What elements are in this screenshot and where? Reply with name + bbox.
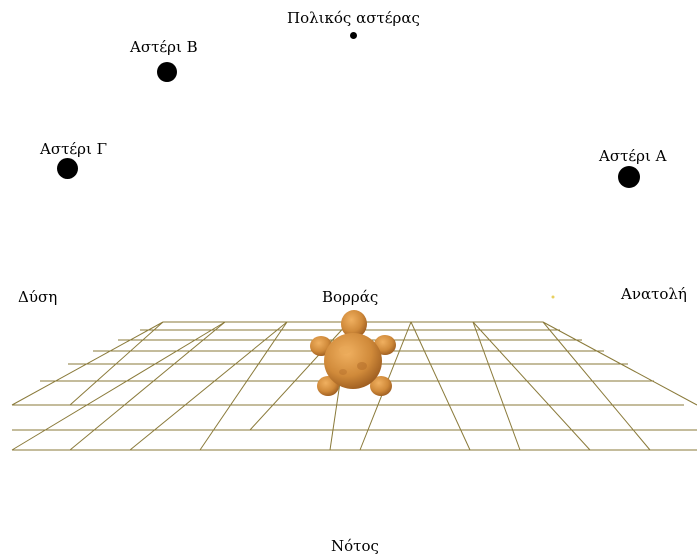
polaris-star-icon bbox=[350, 32, 357, 39]
spark-dot-icon bbox=[551, 295, 555, 299]
turtle-icon bbox=[310, 310, 396, 396]
label-star-b: Αστέρι Β bbox=[130, 38, 198, 56]
label-south: Νότος bbox=[331, 537, 379, 555]
star-a-icon bbox=[618, 166, 640, 188]
star-g-icon bbox=[57, 158, 78, 179]
star-b-icon bbox=[157, 62, 177, 82]
label-polaris: Πολικός αστέρας bbox=[287, 9, 420, 27]
grid-lines bbox=[11, 321, 697, 451]
label-star-g: Αστέρι Γ bbox=[40, 140, 108, 158]
label-west: Δύση bbox=[18, 288, 58, 306]
label-star-a: Αστέρι Α bbox=[599, 147, 667, 165]
label-north: Βορράς bbox=[322, 288, 379, 306]
label-east: Ανατολή bbox=[621, 285, 687, 303]
